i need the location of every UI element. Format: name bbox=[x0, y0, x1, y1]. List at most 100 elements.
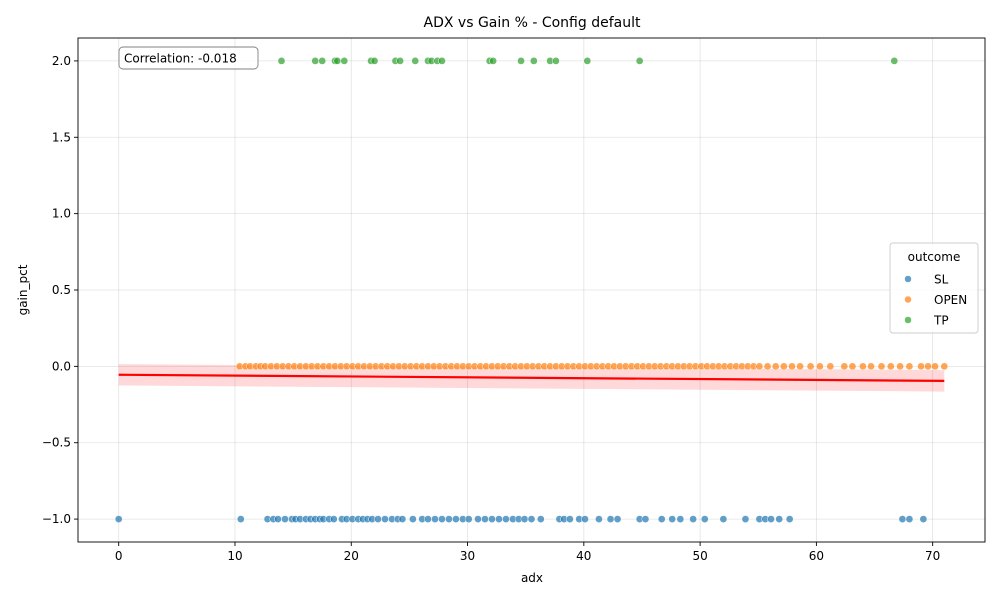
data-point-tp bbox=[311, 57, 320, 65]
data-points bbox=[114, 57, 949, 523]
data-point-tp bbox=[552, 57, 560, 65]
data-point-open bbox=[896, 362, 904, 371]
data-point-tp bbox=[529, 57, 538, 65]
data-point-open bbox=[905, 362, 914, 371]
data-point-sl bbox=[114, 515, 123, 523]
data-point-open bbox=[877, 362, 886, 371]
data-point-sl bbox=[481, 515, 489, 523]
legend-label-sl: SL bbox=[934, 273, 949, 287]
data-point-sl bbox=[689, 515, 697, 523]
data-point-sl bbox=[527, 515, 536, 523]
y-tick-label: −1.0 bbox=[42, 512, 71, 526]
data-point-tp bbox=[277, 57, 286, 65]
data-point-tp bbox=[890, 57, 899, 65]
data-point-open bbox=[924, 362, 932, 371]
data-point-sl bbox=[409, 515, 417, 523]
data-point-sl bbox=[905, 515, 914, 523]
x-axis-label: adx bbox=[521, 571, 543, 585]
data-point-sl bbox=[374, 515, 382, 523]
data-point-open bbox=[796, 362, 804, 371]
x-tick-label: 50 bbox=[692, 549, 707, 563]
data-point-sl bbox=[488, 515, 496, 523]
y-tick-label: 1.5 bbox=[52, 130, 71, 144]
grid bbox=[78, 38, 985, 542]
data-point-tp bbox=[489, 57, 497, 65]
data-point-sl bbox=[595, 515, 603, 523]
data-point-sl bbox=[329, 515, 338, 523]
data-point-sl bbox=[700, 515, 709, 523]
legend-label-open: OPEN bbox=[934, 293, 967, 307]
data-point-sl bbox=[785, 515, 794, 523]
data-point-sl bbox=[502, 515, 510, 523]
data-point-open bbox=[816, 362, 824, 371]
data-point-sl bbox=[474, 515, 482, 523]
data-point-open bbox=[940, 362, 949, 371]
data-point-sl bbox=[398, 515, 407, 523]
data-point-sl bbox=[431, 515, 439, 523]
y-axis-label: gain_pct bbox=[16, 264, 30, 315]
data-point-open bbox=[886, 362, 895, 371]
data-point-sl bbox=[274, 515, 282, 523]
data-point-sl bbox=[381, 515, 389, 523]
data-point-tp bbox=[411, 57, 420, 65]
x-tick-label: 20 bbox=[344, 549, 359, 563]
data-point-open bbox=[859, 362, 867, 371]
data-point-sl bbox=[424, 515, 432, 523]
data-point-tp bbox=[583, 57, 592, 65]
data-point-sl bbox=[581, 515, 589, 523]
data-point-open bbox=[779, 362, 788, 371]
data-point-sl bbox=[641, 515, 650, 523]
y-tick-label: 0.5 bbox=[52, 283, 71, 297]
data-point-open bbox=[867, 362, 875, 371]
data-point-sl bbox=[438, 515, 446, 523]
legend: outcome SL OPEN TP bbox=[889, 242, 979, 334]
regression-layer bbox=[118, 373, 945, 382]
data-point-sl bbox=[495, 515, 503, 523]
x-tick-label: 60 bbox=[809, 549, 824, 563]
data-point-sl bbox=[520, 515, 529, 523]
data-point-open bbox=[826, 362, 835, 371]
correlation-annotation: Correlation: -0.018 bbox=[118, 46, 259, 70]
chart-title: ADX vs Gain % - Config default bbox=[424, 15, 641, 31]
y-tick-label: 0.0 bbox=[52, 359, 71, 373]
regression-line bbox=[118, 373, 945, 382]
correlation-annotation-text: Correlation: -0.018 bbox=[124, 52, 237, 66]
data-point-open bbox=[763, 362, 772, 371]
data-point-sl bbox=[657, 515, 666, 523]
legend-label-tp: TP bbox=[933, 314, 949, 328]
axes: 0 10 20 30 40 50 60 70 −1.0 −0.5 0.0 0.5 1.0 1.5 2.0 bbox=[42, 37, 986, 563]
data-point-tp bbox=[396, 57, 404, 65]
data-point-open bbox=[755, 362, 764, 371]
data-point-sl bbox=[668, 515, 677, 523]
data-point-sl bbox=[536, 515, 545, 523]
data-point-sl bbox=[767, 515, 775, 523]
x-tick-label: 0 bbox=[115, 549, 123, 563]
data-point-open bbox=[840, 362, 849, 371]
data-point-open bbox=[788, 362, 796, 371]
data-point-tp bbox=[370, 57, 379, 65]
data-point-sl bbox=[919, 515, 928, 523]
legend-marker-tp bbox=[904, 316, 912, 324]
data-point-sl bbox=[236, 515, 245, 523]
x-tick-label: 10 bbox=[227, 549, 242, 563]
data-point-open bbox=[771, 362, 780, 371]
data-point-tp bbox=[517, 57, 525, 65]
x-tick-label: 70 bbox=[925, 549, 940, 563]
data-point-tp bbox=[635, 57, 644, 65]
data-point-sl bbox=[606, 515, 615, 523]
y-tick-label: −0.5 bbox=[42, 436, 71, 450]
data-point-sl bbox=[281, 515, 289, 523]
data-point-sl bbox=[719, 515, 728, 523]
data-point-open bbox=[848, 362, 857, 371]
data-point-sl bbox=[613, 515, 622, 523]
data-point-sl bbox=[898, 515, 907, 523]
data-point-tp bbox=[318, 57, 327, 65]
data-point-sl bbox=[676, 515, 685, 523]
data-point-open bbox=[806, 362, 815, 371]
data-point-sl bbox=[452, 515, 460, 523]
legend-title: outcome bbox=[908, 250, 961, 264]
legend-marker-sl bbox=[904, 275, 912, 283]
correlation-annotation-box bbox=[118, 46, 259, 70]
